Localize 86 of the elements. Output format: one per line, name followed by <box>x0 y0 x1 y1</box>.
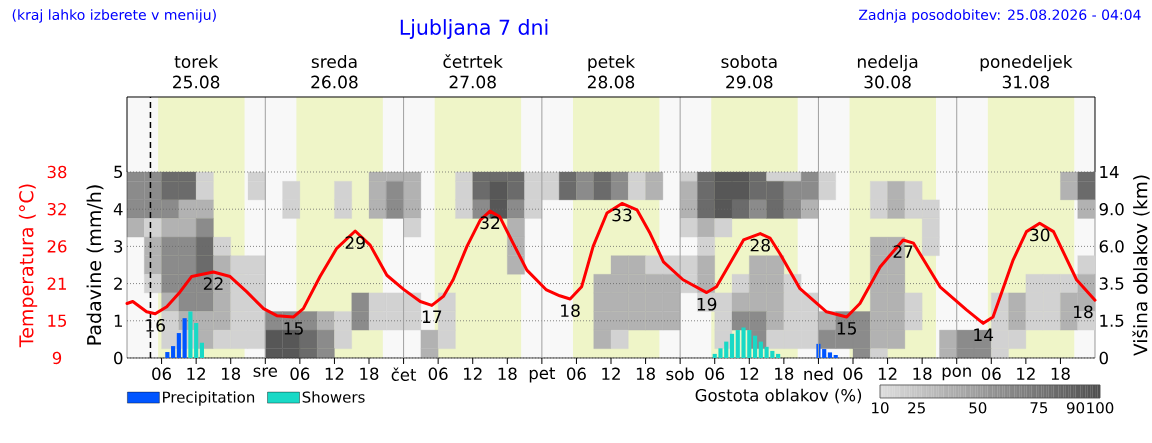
x-tick-label: 12 <box>878 367 897 380</box>
data-label: 32 <box>480 216 500 230</box>
y2-tick-label: 32 <box>47 202 66 216</box>
x2-tick-label: torek 25.08 <box>173 54 220 89</box>
x2-tick-label: nedelja 30.08 <box>857 54 918 89</box>
data-label: 30 <box>1030 228 1050 242</box>
bar <box>827 352 833 358</box>
bar <box>171 346 176 358</box>
data-label: 15 <box>837 322 856 335</box>
x-tick-label: sob <box>666 367 694 381</box>
x-tick-label: 18 <box>498 367 517 380</box>
x-tick-label: 12 <box>187 367 205 380</box>
color-bar-label: 90 <box>1066 402 1085 414</box>
x-tick-label: 18 <box>1051 367 1070 380</box>
x-tick-label: sre <box>253 367 278 377</box>
x-tick-label: ned <box>804 367 833 381</box>
data-label: 17 <box>422 310 442 323</box>
legend-label: Precipitation <box>163 391 255 406</box>
color-bar-label: 75 <box>1030 402 1048 414</box>
x-tick-label: 06 <box>843 367 863 380</box>
text: (kraj lahko izberete v meniju) <box>12 9 216 23</box>
bar <box>165 352 170 358</box>
y-axis-title: Padavine (mm/h) <box>86 185 104 345</box>
y-tick-label: 14 <box>1100 165 1119 178</box>
y2-tick-label: 9 <box>52 351 62 365</box>
x-tick-label: 12 <box>740 367 759 380</box>
x2-tick-label: petek 28.08 <box>587 54 636 89</box>
x-tick-label: 18 <box>775 367 794 380</box>
text: Zadnja posodobitev: 25.08.2026 - 04:04 <box>858 9 1141 23</box>
y-tick-label: 0 <box>1099 351 1108 365</box>
y2-tick-label: 21 <box>47 277 66 290</box>
color-bar-label: 50 <box>969 402 987 414</box>
data-label: 15 <box>284 322 303 335</box>
data-label: 18 <box>1074 305 1093 319</box>
x-tick-label: 06 <box>567 367 586 380</box>
color-bar-label: 100 <box>1087 402 1114 414</box>
chart-title: Ljubljana 7 dni <box>400 19 548 39</box>
x2-tick-label: sobota 29.08 <box>721 54 777 89</box>
y-tick-label: 0 <box>114 351 123 365</box>
y-tick-label: 1 <box>114 314 122 327</box>
legend-label: Showers <box>302 391 365 403</box>
y2-tick-label: 26 <box>47 240 67 253</box>
y-tick-label: 2 <box>114 277 122 290</box>
data-label: 29 <box>345 236 365 250</box>
x-tick-label: 12 <box>1017 367 1035 380</box>
x-tick-label: 06 <box>152 367 172 380</box>
x-tick-label: 06 <box>428 367 448 380</box>
y-axis-title: Višina oblakov (km) <box>1132 175 1150 356</box>
data-label: 19 <box>697 297 717 311</box>
y-tick-label: 1.5 <box>1100 314 1124 327</box>
color-bar-label: 10 <box>872 402 889 414</box>
y-tick-label: 9.0 <box>1099 202 1124 216</box>
y-tick-label: 6.0 <box>1099 240 1124 253</box>
x2-tick-label: ponedeljek 31.08 <box>980 54 1073 89</box>
x2-tick-label: četrtek 27.08 <box>443 54 503 89</box>
data-label: 27 <box>893 245 913 258</box>
x-tick-label: pet <box>529 367 556 383</box>
color-bar-label: 25 <box>908 402 925 414</box>
x-tick-label: 06 <box>981 367 1001 380</box>
x-tick-label: 18 <box>913 367 932 380</box>
x-tick-label: 18 <box>360 367 379 380</box>
x-tick-label: 06 <box>290 367 310 380</box>
y-tick-label: 5 <box>114 165 123 179</box>
x-tick-label: 18 <box>636 367 655 380</box>
data-label: 28 <box>750 238 770 252</box>
x-tick-label: 18 <box>222 367 241 380</box>
x-tick-label: 06 <box>705 367 725 380</box>
color-bar-title: Gostota oblakov (%) <box>695 388 862 404</box>
y-tick-label: 3 <box>114 240 123 253</box>
y2-tick-label: 38 <box>47 165 67 179</box>
data-label: 18 <box>561 304 580 318</box>
x-tick-label: 12 <box>325 367 344 380</box>
y-tick-label: 4 <box>113 203 123 216</box>
x-tick-label: pon <box>942 367 971 381</box>
y2-tick-label: 15 <box>48 314 67 327</box>
x-tick-label: 12 <box>602 367 620 380</box>
y2-axis-title: Temperatura (°C) <box>18 184 38 348</box>
bar <box>776 353 781 358</box>
x-tick-label: 12 <box>464 367 482 380</box>
data-label: 22 <box>203 277 223 290</box>
x2-tick-label: sreda 26.08 <box>311 54 358 89</box>
y-tick-label: 3.5 <box>1099 277 1124 290</box>
x-tick-label: čet <box>391 367 417 381</box>
bar <box>833 355 838 358</box>
data-label: 33 <box>612 208 632 222</box>
data-label: 14 <box>974 328 994 341</box>
